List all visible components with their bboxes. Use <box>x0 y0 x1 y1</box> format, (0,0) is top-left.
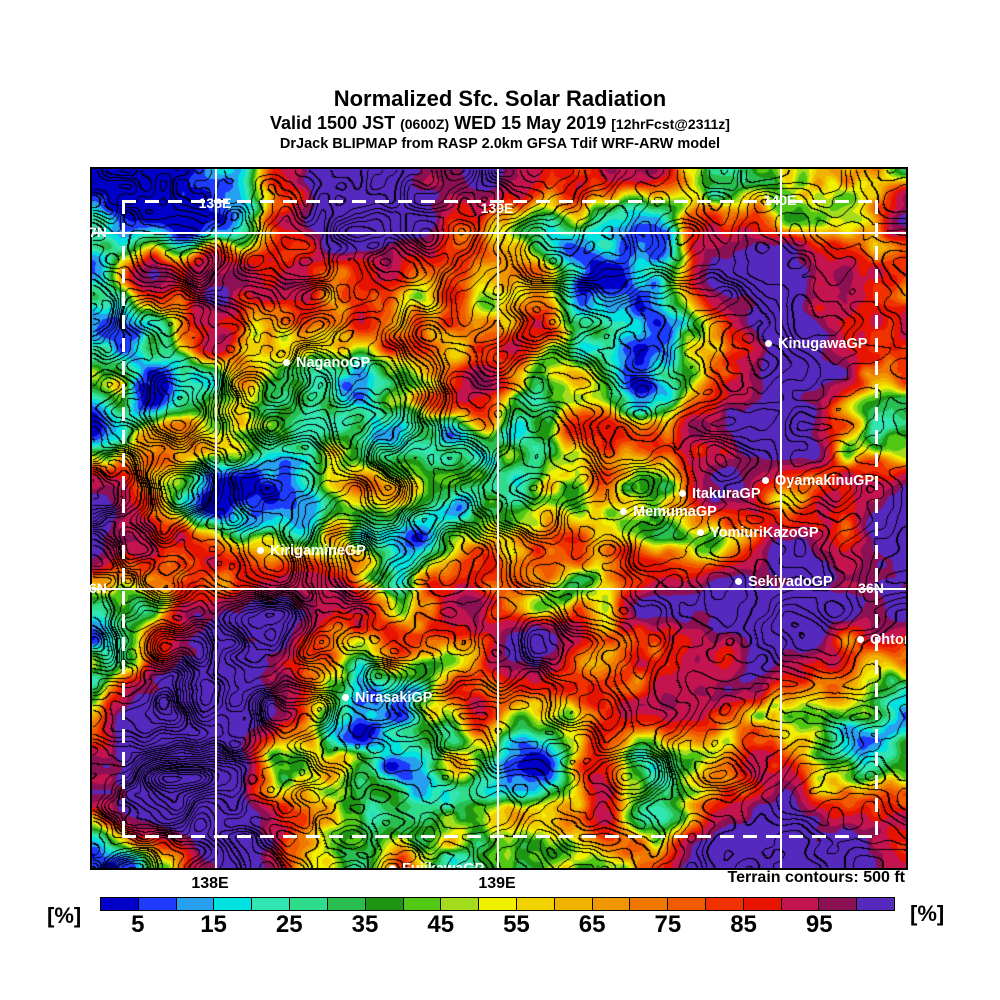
colorbar-tick-label: 45 <box>427 911 455 938</box>
colorbar-tick-label: 5 <box>131 911 145 938</box>
colorbar <box>100 897 895 911</box>
lon-label-top: 139E <box>480 200 514 216</box>
lon-label-bottom: 138E <box>191 875 229 892</box>
site-dot <box>257 547 264 554</box>
colorbar-tick-label: 15 <box>200 911 227 938</box>
lon-label-top: 140E <box>763 192 797 208</box>
site-marker: MemumaGP <box>620 504 717 520</box>
site-label: NaganoGP <box>296 355 371 371</box>
colorbar-segment <box>516 898 554 910</box>
colorbar-tick-label: 85 <box>730 911 757 938</box>
site-dot <box>342 694 349 701</box>
site-marker: ItakuraGP <box>679 486 761 502</box>
site-label: YomiuriKazoGP <box>710 525 819 541</box>
valid-time: Valid 1500 JST <box>270 113 396 133</box>
colorbar-segment <box>327 898 365 910</box>
domain-box-left-edge <box>122 200 125 838</box>
site-label: FujikawaGP <box>402 861 485 870</box>
colorbar-segment <box>441 898 479 910</box>
colorbar-segment <box>403 898 441 910</box>
radiation-field-canvas <box>92 169 906 868</box>
colorbar-segment <box>290 898 327 910</box>
unit-label-right: [%] <box>910 901 945 926</box>
site-label: OyamakinuGP <box>775 473 875 489</box>
domain-box-top-edge <box>122 200 878 203</box>
colorbar-segment <box>630 898 668 910</box>
site-label: KinugawaGP <box>778 336 868 352</box>
site-dot <box>762 477 769 484</box>
colorbar-tick-label: 75 <box>654 911 682 938</box>
colorbar-segment <box>252 898 290 910</box>
colorbar-segment <box>706 898 743 910</box>
site-marker: NirasakiGP <box>342 690 432 706</box>
colorbar-segment <box>138 898 176 910</box>
meridian-line <box>780 169 782 868</box>
lon-label-top: 138E <box>198 195 232 211</box>
site-marker: KinugawaGP <box>765 336 867 352</box>
valid-date: WED 15 May 2019 <box>454 113 607 133</box>
site-label: MemumaGP <box>633 504 717 520</box>
colorbar-segment <box>592 898 630 910</box>
site-dot <box>765 340 772 347</box>
site-marker: NaganoGP <box>283 355 370 371</box>
meridian-line <box>215 169 217 868</box>
site-marker: KirigamineGP <box>257 543 366 559</box>
colorbar-segment <box>819 898 857 910</box>
domain-box-right-edge <box>875 200 878 838</box>
header: Normalized Sfc. Solar Radiation Valid 15… <box>0 86 1000 152</box>
colorbar-tick-label: 25 <box>275 911 303 938</box>
colorbar-segment <box>101 898 138 910</box>
site-marker: YomiuriKazoGP <box>697 525 819 541</box>
colorbar-segment <box>857 898 895 910</box>
terrain-contours-note: Terrain contours: 500 ft <box>727 869 905 886</box>
site-dot <box>857 636 864 643</box>
colorbar-segment <box>214 898 252 910</box>
chart-title: Normalized Sfc. Solar Radiation <box>333 86 667 111</box>
domain-box-bottom-edge <box>122 835 878 838</box>
colorbar-tick-label: 55 <box>503 911 530 938</box>
site-dot <box>735 578 742 585</box>
site-dot <box>697 529 704 536</box>
site-dot <box>620 508 627 515</box>
site-label: OhtoneGP <box>870 632 906 648</box>
lon-label-bottom: 139E <box>478 875 516 892</box>
colorbar-tick-label: 65 <box>578 911 606 938</box>
colorbar-segment <box>176 898 214 910</box>
site-marker: SekiyadoGP <box>735 574 833 590</box>
lat-label-left: 36N <box>81 580 107 596</box>
site-label: SekiyadoGP <box>748 574 833 590</box>
colorbar-segment <box>365 898 403 910</box>
colorbar-segment <box>479 898 516 910</box>
colorbar-segment <box>554 898 592 910</box>
colorbar-segment <box>781 898 819 910</box>
site-dot <box>389 865 396 868</box>
site-label: NirasakiGP <box>355 690 433 706</box>
model-line: DrJack BLIPMAP from RASP 2.0km GFSA Tdif… <box>279 136 721 152</box>
map-panel: 138E 139E 140E NaganoGP KirigamineGP Nirasaki… <box>90 167 908 870</box>
colorbar-tick-label: 95 <box>805 911 833 938</box>
parallel-line <box>92 588 906 590</box>
forecast-cycle: [12hrFcst@2311z] <box>611 116 730 132</box>
colorbar-tick-label: 35 <box>351 911 379 938</box>
colorbar-segment <box>743 898 781 910</box>
site-marker: OyamakinuGP <box>762 473 874 489</box>
lat-label-right: 36N <box>858 580 884 596</box>
site-label: KirigamineGP <box>270 543 366 559</box>
site-marker: OhtoneGP <box>857 632 906 648</box>
site-dot <box>679 490 686 497</box>
site-label: ItakuraGP <box>692 486 761 502</box>
meridian-line <box>497 169 499 868</box>
site-dot <box>283 359 290 366</box>
parallel-line <box>92 232 906 234</box>
site-marker: FujikawaGP <box>389 861 485 870</box>
lat-label-left: 37N <box>81 224 107 240</box>
unit-label-left: [%] <box>47 903 82 928</box>
valid-time-line: Valid 1500 JST (0600Z) WED 15 May 2019 [… <box>0 113 1000 134</box>
colorbar-segment <box>668 898 705 910</box>
valid-zulu-time: (0600Z) <box>400 116 450 132</box>
